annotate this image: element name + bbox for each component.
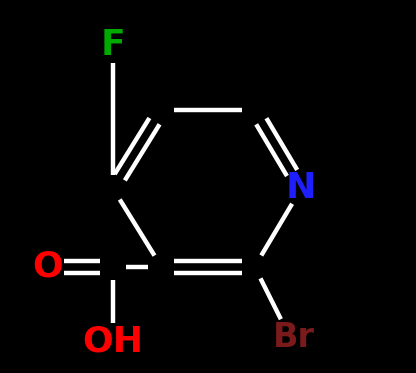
Text: OH: OH xyxy=(82,324,144,358)
Text: N: N xyxy=(286,171,317,206)
Text: F: F xyxy=(101,28,125,62)
Text: Br: Br xyxy=(273,321,315,354)
Text: O: O xyxy=(32,250,63,284)
